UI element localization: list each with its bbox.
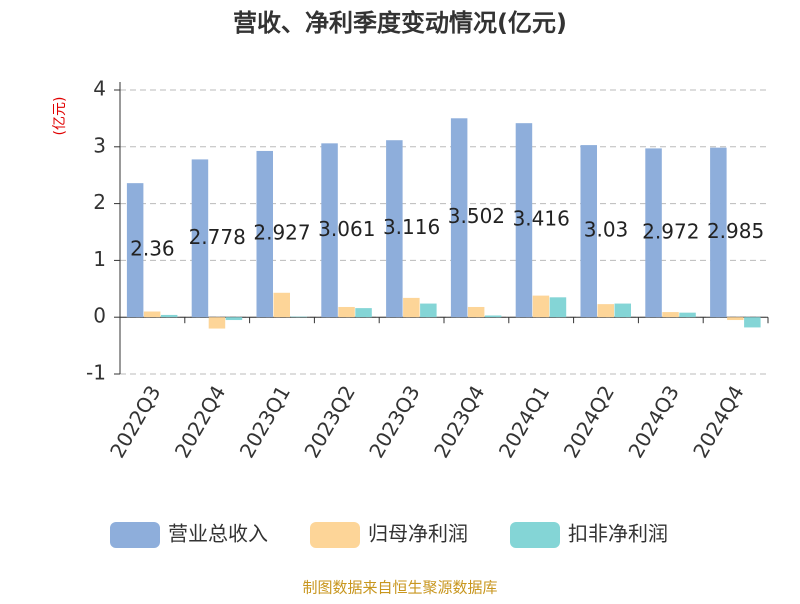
y-tick-label: 2 xyxy=(93,190,106,214)
bar xyxy=(256,150,273,318)
bar xyxy=(273,292,290,318)
bar xyxy=(290,316,307,318)
y-axis-label: (亿元) xyxy=(52,97,68,136)
bar xyxy=(467,306,485,318)
data-label: 2.778 xyxy=(189,225,246,249)
x-tick-label: 2024Q3 xyxy=(623,381,683,462)
chart-title: 营收、净利季度变动情况(亿元) xyxy=(233,9,567,37)
y-tick-label: -1 xyxy=(86,361,106,385)
x-tick-label: 2023Q2 xyxy=(299,381,359,462)
y-tick-label: 3 xyxy=(93,133,106,157)
bar xyxy=(515,123,533,318)
y-tick-label: 1 xyxy=(93,247,106,271)
data-label: 3.416 xyxy=(513,207,570,231)
x-tick-label: 2022Q3 xyxy=(105,381,165,462)
bar xyxy=(645,148,662,318)
data-label: 3.03 xyxy=(584,218,629,242)
x-tick-label: 2022Q4 xyxy=(170,381,230,462)
legend-label: 营业总收入 xyxy=(168,522,268,546)
bar xyxy=(225,317,243,321)
bar xyxy=(662,312,679,318)
x-tick-label: 2024Q2 xyxy=(559,381,619,462)
x-tick-label: 2023Q1 xyxy=(235,381,295,462)
bar xyxy=(710,147,727,318)
bar xyxy=(597,304,614,318)
x-tick-label: 2024Q1 xyxy=(494,381,554,462)
bar xyxy=(355,308,372,318)
bar xyxy=(450,118,468,318)
x-tick-label: 2023Q4 xyxy=(429,381,489,462)
bar xyxy=(727,317,744,321)
bar xyxy=(191,159,209,318)
bar xyxy=(403,297,420,318)
bar xyxy=(126,183,144,318)
legend-swatch xyxy=(510,522,560,548)
x-tick-label: 2024Q4 xyxy=(688,381,748,462)
bar xyxy=(143,311,161,318)
data-label: 2.985 xyxy=(707,219,764,243)
bar xyxy=(532,295,550,318)
bar xyxy=(614,303,631,318)
bar xyxy=(321,143,338,318)
bar xyxy=(386,140,403,318)
data-label: 3.502 xyxy=(448,204,505,228)
bar xyxy=(420,303,437,318)
bar xyxy=(338,306,355,318)
data-label: 2.927 xyxy=(253,221,310,245)
bar xyxy=(160,314,178,318)
bar xyxy=(744,317,761,328)
bar xyxy=(679,312,696,318)
bar xyxy=(549,297,567,318)
bar xyxy=(580,145,597,318)
y-tick-label: 4 xyxy=(93,77,106,101)
bar xyxy=(208,317,226,329)
legend-swatch xyxy=(110,522,160,548)
y-tick-label: 0 xyxy=(93,304,106,328)
legend-label: 扣非净利润 xyxy=(568,522,668,546)
data-label: 2.36 xyxy=(130,237,175,261)
bar xyxy=(484,315,502,318)
data-label: 3.061 xyxy=(318,217,375,241)
x-tick-label: 2023Q3 xyxy=(364,381,424,462)
source-note: 制图数据来自恒生聚源数据库 xyxy=(302,579,497,597)
data-label: 2.972 xyxy=(642,219,699,243)
data-label: 3.116 xyxy=(383,215,440,239)
legend-label: 归母净利润 xyxy=(368,522,468,546)
legend-swatch xyxy=(310,522,360,548)
